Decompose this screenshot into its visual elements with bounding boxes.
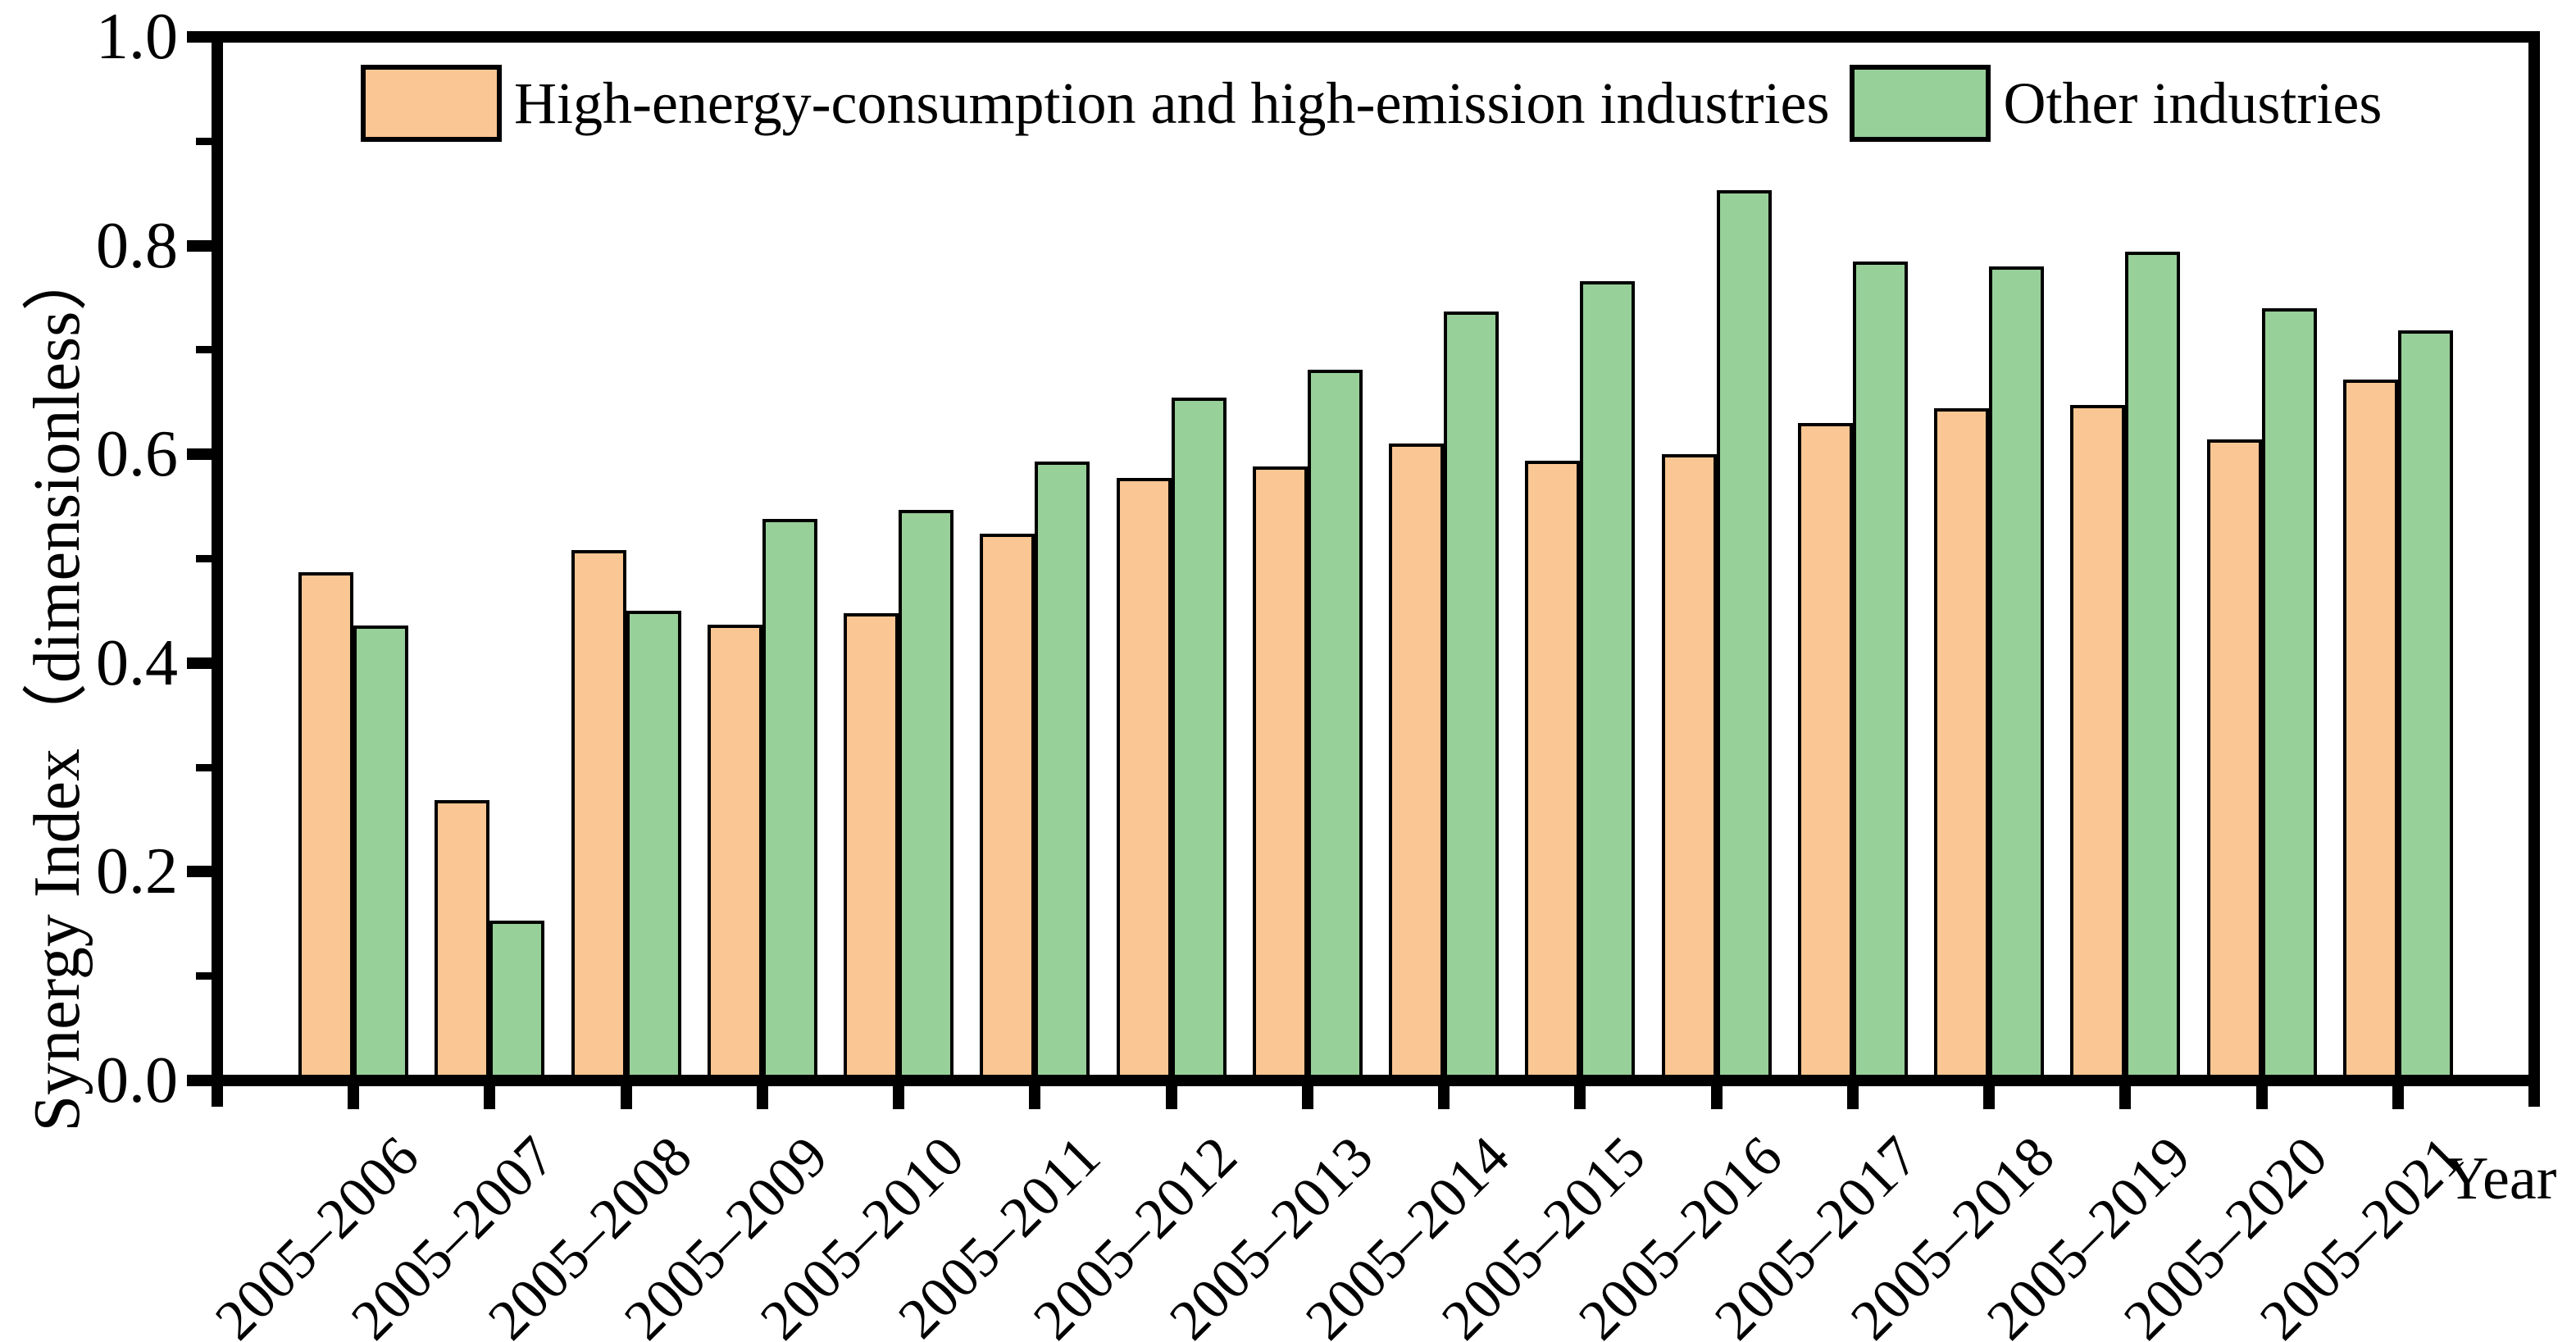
y-tick-label: 0.8 (96, 209, 178, 282)
y-minor-tick (196, 972, 212, 980)
x-tick (1438, 1086, 1450, 1109)
bar-other-2005–2010 (899, 510, 954, 1080)
bar-high-energy-2005–2017 (1797, 423, 1853, 1080)
bar-high-energy-2005–2013 (1252, 466, 1308, 1080)
y-tick-label: 0.0 (96, 1044, 178, 1117)
y-tick-label: 0.2 (96, 835, 178, 908)
y-minor-tick (196, 137, 212, 145)
plot-frame-left (212, 31, 223, 1107)
bar-high-energy-2005–2021 (2342, 380, 2398, 1080)
bar-high-energy-2005–2018 (1934, 408, 1990, 1080)
x-tick (1983, 1086, 1996, 1109)
bar-other-2005–2008 (626, 611, 681, 1080)
bar-high-energy-2005–2012 (1116, 478, 1172, 1080)
bar-other-2005–2009 (762, 519, 817, 1080)
legend-item-other: Other industries (1850, 65, 2382, 142)
x-tick (1029, 1086, 1041, 1109)
x-tick (484, 1086, 496, 1109)
x-tick (1301, 1086, 1313, 1109)
bar-other-2005–2016 (1716, 190, 1772, 1080)
x-tick (1574, 1086, 1586, 1109)
bar-high-energy-2005–2011 (980, 534, 1035, 1080)
bar-other-2005–2013 (1307, 370, 1363, 1080)
y-major-tick (187, 657, 212, 669)
y-major-tick (187, 866, 212, 878)
x-tick (2392, 1086, 2404, 1109)
x-tick (1165, 1086, 1177, 1109)
legend-swatch-high-energy (361, 65, 502, 142)
bar-high-energy-2005–2016 (1661, 454, 1717, 1080)
y-minor-tick (196, 555, 212, 562)
bar-other-2005–2006 (353, 626, 409, 1080)
plot-frame-right (2528, 31, 2540, 1107)
x-tick (2119, 1086, 2132, 1109)
bar-high-energy-2005–2008 (571, 550, 626, 1080)
y-tick-label: 1.0 (96, 1, 178, 73)
y-major-tick (187, 1075, 212, 1086)
plot-frame-top (212, 31, 2540, 43)
legend-label-high-energy: High-energy-consumption and high-emissio… (514, 71, 1830, 136)
y-major-tick (187, 31, 212, 43)
y-tick-label: 0.4 (96, 626, 178, 699)
x-tick (893, 1086, 905, 1109)
bar-other-2005–2007 (489, 921, 545, 1080)
bar-high-energy-2005–2009 (707, 625, 762, 1080)
bar-high-energy-2005–2019 (2070, 405, 2126, 1080)
y-axis-title: Synergy Index（dimensionless） (21, 245, 93, 1132)
legend-swatch-other (1850, 65, 1991, 142)
bar-high-energy-2005–2014 (1389, 444, 1445, 1080)
x-tick (620, 1086, 632, 1109)
bar-other-2005–2011 (1035, 462, 1090, 1080)
legend-label-other: Other industries (2003, 71, 2383, 136)
x-axis-title: Year (2445, 1145, 2557, 1212)
bar-other-2005–2015 (1580, 281, 1636, 1080)
x-tick (1846, 1086, 1859, 1109)
legend: High-energy-consumption and high-emissio… (361, 62, 2382, 144)
bar-other-2005–2019 (2125, 252, 2181, 1080)
y-minor-tick (196, 763, 212, 771)
bar-high-energy-2005–2007 (435, 800, 490, 1080)
y-minor-tick (196, 346, 212, 354)
y-major-tick (187, 239, 212, 252)
legend-item-high-energy: High-energy-consumption and high-emissio… (361, 65, 1829, 142)
bar-other-2005–2017 (1852, 262, 1908, 1080)
bar-high-energy-2005–2015 (1525, 461, 1581, 1080)
y-major-tick (187, 448, 212, 461)
bar-high-energy-2005–2020 (2206, 439, 2262, 1080)
bar-high-energy-2005–2006 (298, 572, 354, 1080)
x-tick (348, 1086, 360, 1109)
bar-high-energy-2005–2010 (844, 613, 899, 1080)
x-tick (2255, 1086, 2268, 1109)
bar-other-2005–2012 (1171, 398, 1227, 1080)
y-tick-label: 0.6 (96, 418, 178, 491)
bar-other-2005–2021 (2397, 330, 2453, 1080)
bar-other-2005–2014 (1444, 312, 1500, 1080)
plot-frame-bottom (212, 1075, 2540, 1086)
x-tick (756, 1086, 768, 1109)
bar-other-2005–2018 (1989, 266, 2045, 1080)
x-tick (1710, 1086, 1723, 1109)
bar-other-2005–2020 (2261, 308, 2317, 1080)
